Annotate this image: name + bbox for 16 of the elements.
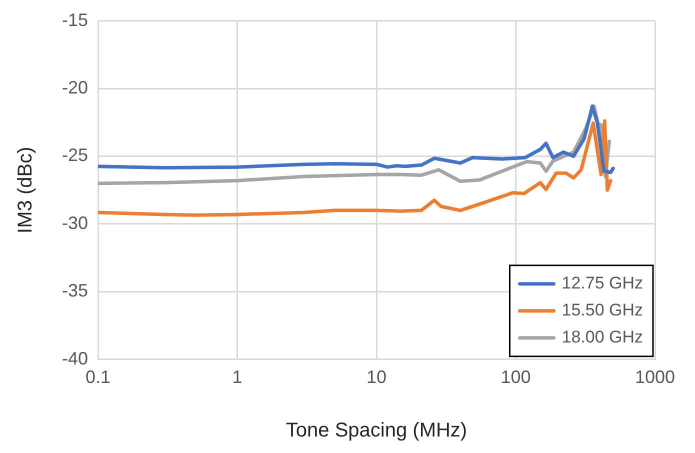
y-tick-label: -20 [62,77,88,98]
legend-label: 18.00 GHz [562,328,643,347]
x-axis-title: Tone Spacing (MHz) [286,420,468,442]
legend-label: 12.75 GHz [562,274,643,293]
y-tick-label: -40 [62,348,88,368]
y-tick-label: -25 [62,145,88,166]
legend-label: 15.50 GHz [562,300,643,320]
x-tick-label: 10 [366,367,387,388]
x-tick-label: 1 [232,367,242,388]
x-tick-label: 100 [500,367,531,388]
y-tick-label: -15 [62,10,88,30]
y-tick-label: -35 [62,280,88,301]
y-tick-label: -30 [62,212,88,233]
x-tick-label: 0.1 [86,367,111,388]
x-tick-label: 1000 [634,367,676,388]
y-axis-title: IM3 (dBc) [14,146,37,234]
